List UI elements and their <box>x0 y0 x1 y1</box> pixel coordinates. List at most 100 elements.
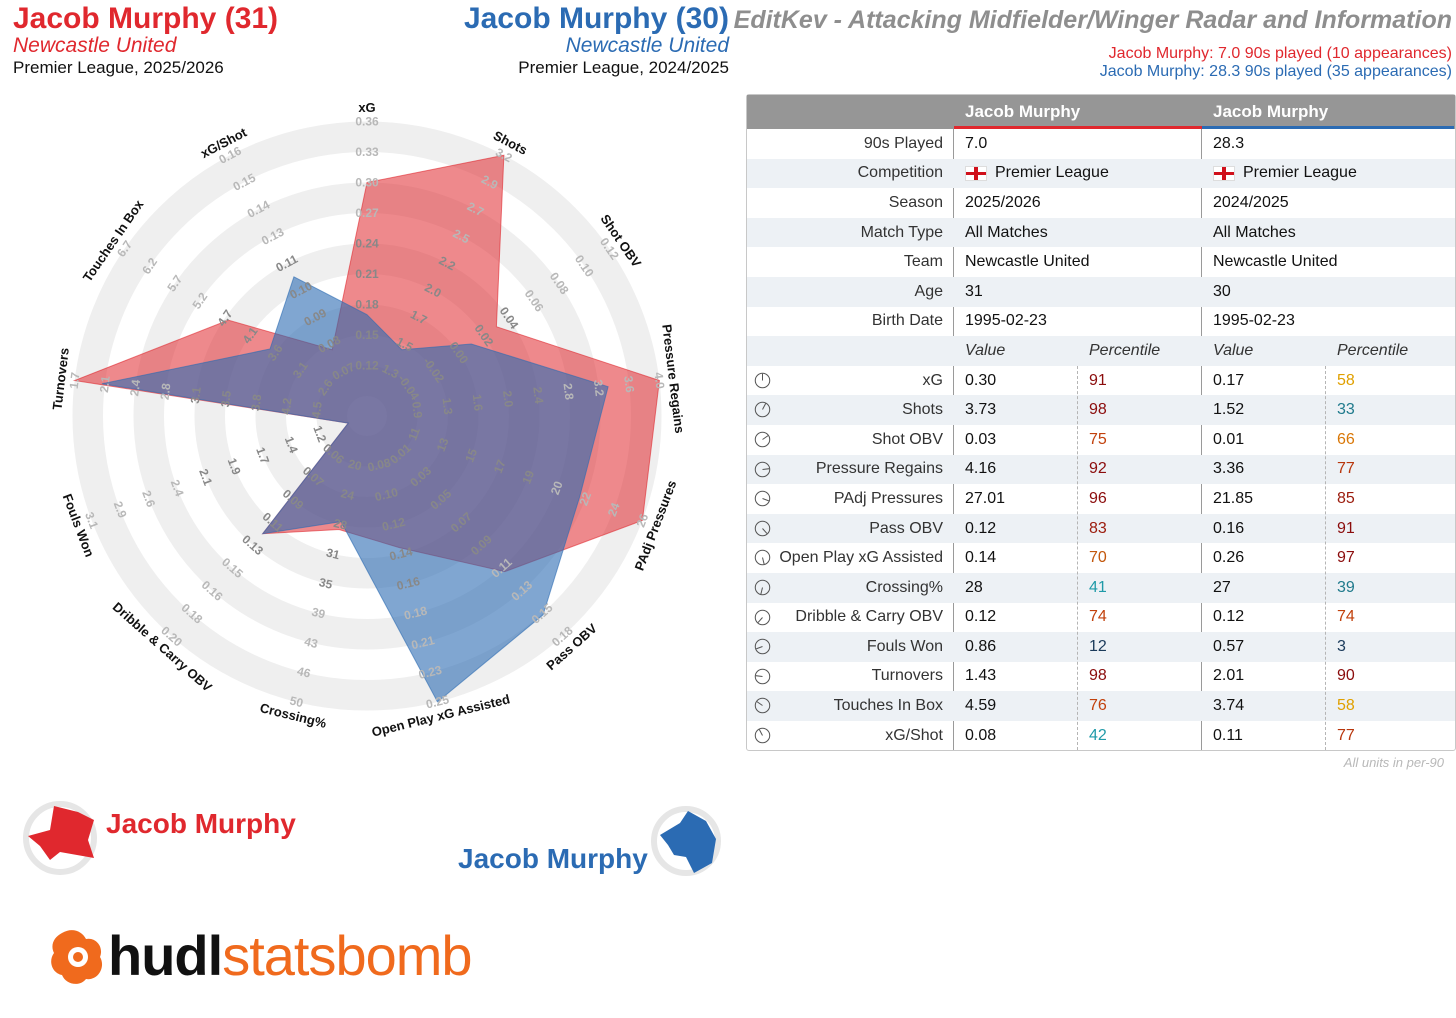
radar-tick-label: 2.4 <box>530 386 546 405</box>
radar-tick-label: 2.8 <box>158 382 174 401</box>
radar-tick-label: 2.9 <box>479 172 501 192</box>
player1-name: Jacob Murphy (31) <box>13 2 279 35</box>
legend-player1-icon <box>23 801 97 875</box>
radar-axis-label: xG <box>358 100 375 115</box>
player2-value: Newcastle United <box>1202 247 1454 277</box>
radar-tick-label: 3.1 <box>82 510 101 531</box>
radar-tick-label: 0.18 <box>403 603 429 622</box>
radar-tick-label: 3.6 <box>621 375 637 394</box>
value-text: Premier League <box>1243 164 1357 182</box>
radar-tick-label: 0.23 <box>417 663 443 682</box>
radar-tick-label: 20 <box>548 479 566 497</box>
player2-percentile: 58 <box>1337 697 1355 715</box>
player1-metric-value: 0.14 <box>965 549 997 567</box>
radar-tick-label: 26 <box>633 511 651 529</box>
player2-metric-value: 0.17 <box>1213 371 1245 389</box>
radar-tick-label: 35 <box>318 575 335 592</box>
metric-row: Shot OBV 0.03 75 0.01 66 <box>747 425 1455 455</box>
radar-tick-label: 1.6 <box>470 393 486 412</box>
radar-tick-label: 15 <box>462 446 480 464</box>
player2-value: 1995-02-23 <box>1202 307 1454 337</box>
metric-row: Fouls Won 0.86 12 0.57 3 <box>747 632 1455 662</box>
radar-tick-label: 4.5 <box>309 400 325 419</box>
player1-percentile: 83 <box>1089 519 1107 537</box>
player2-value: All Matches <box>1202 218 1454 248</box>
player2-metric-value: 2.01 <box>1213 667 1245 685</box>
metric-label: Crossing% <box>865 578 943 596</box>
radar-tick-label: 2.0 <box>422 280 444 300</box>
metric-label: Pressure Regains <box>815 460 943 478</box>
radar-axis-label: Turnovers <box>49 347 71 411</box>
radar-tick-label: 0.30 <box>355 176 379 190</box>
radar-tick-label: 0.21 <box>410 633 436 652</box>
metric-row: Shots 3.73 98 1.52 33 <box>747 395 1455 425</box>
radar-tick-label: 2.2 <box>437 253 459 273</box>
metric-row: Dribble & Carry OBV 0.12 74 0.12 74 <box>747 603 1455 633</box>
radar-tick-label: 0.15 <box>355 328 379 342</box>
radar-tick-label: 43 <box>303 634 320 651</box>
player1-metric-value: 0.30 <box>965 371 997 389</box>
metric-gauge-icon <box>754 461 771 477</box>
player2-percentile: 85 <box>1337 489 1355 507</box>
legend-player1-name: Jacob Murphy <box>106 808 296 839</box>
radar-tick-label: 0.9 <box>409 401 425 420</box>
player1-metric-value: 4.16 <box>965 460 997 478</box>
value-text: 2024/2025 <box>1213 193 1289 211</box>
player1-value: Newcastle United <box>954 247 1202 277</box>
player1-metric-value: 27.01 <box>965 489 1006 507</box>
radar-axis-ticks: 0.9 1.3 1.6 2.0 2.4 2.8 3.2 3.6 4.0 <box>409 371 667 419</box>
chart-title: EditKev - Attacking Midfielder/Winger Ra… <box>733 6 1452 34</box>
radar-axis-ticks: 11 13 15 17 19 20 22 24 26 <box>405 425 651 529</box>
metric-gauge-icon <box>754 431 771 448</box>
radar-tick-label: 1.7 <box>67 371 83 390</box>
metric-row: Open Play xG Assisted 0.14 70 0.26 97 <box>747 543 1455 573</box>
metric-label: Turnovers <box>871 667 943 685</box>
metric-label: Touches In Box <box>833 697 943 715</box>
radar-tick-label: 50 <box>288 694 305 711</box>
metric-label: Shot OBV <box>871 430 943 448</box>
metric-gauge-icon <box>754 372 771 388</box>
player2-metric-value: 0.16 <box>1213 519 1245 537</box>
radar-tick-label: 0.12 <box>381 515 407 534</box>
table-body: 90s Played 7.0 28.3 Competition Premier Leag… <box>747 129 1455 751</box>
player2-percentile: 66 <box>1337 430 1355 448</box>
row-label: Team <box>903 253 943 271</box>
radar-tick-label: 2.4 <box>168 478 187 499</box>
value-text: 28.3 <box>1213 134 1245 152</box>
metric-row: xG/Shot 0.08 42 0.11 77 <box>747 721 1455 751</box>
table-subheader: Value Percentile Value Percentile <box>747 336 1455 366</box>
radar-tick-label: 11 <box>405 425 423 442</box>
metric-row: Pass OBV 0.12 83 0.16 91 <box>747 513 1455 544</box>
value-text: 1995-02-23 <box>1213 312 1295 330</box>
row-label: Birth Date <box>871 312 943 330</box>
radar-axis-ticks: 0.08 0.10 0.12 0.14 0.16 0.18 0.21 0.23 0.25 <box>366 455 451 711</box>
table-header: Jacob Murphy Jacob Murphy <box>747 95 1455 129</box>
radar-tick-label: 0.24 <box>355 237 379 251</box>
value-text: 30 <box>1213 282 1231 300</box>
radar-tick-label: 46 <box>296 664 313 681</box>
subheader-percentile-2: Percentile <box>1337 341 1409 359</box>
table-row: 90s Played 7.0 28.3 <box>747 129 1455 159</box>
player2-name: Jacob Murphy (30) <box>463 2 729 35</box>
player1-percentile: 96 <box>1089 489 1107 507</box>
player1-percentile: 12 <box>1089 637 1107 655</box>
metric-row: Pressure Regains 4.16 92 3.36 77 <box>747 454 1455 485</box>
player1-metric-value: 0.12 <box>965 608 997 626</box>
radar-tick-label: 0.33 <box>355 145 379 159</box>
legend-player2-name: Jacob Murphy <box>458 843 648 874</box>
radar-tick-label: 0.08 <box>366 455 392 474</box>
metric-label: Dribble & Carry OBV <box>795 608 943 626</box>
radar-tick-label: 24 <box>605 501 623 519</box>
stats-table: Jacob Murphy Jacob Murphy 90s Played 7.0 2… <box>746 94 1456 752</box>
radar-tick-label: 1.3 <box>439 397 455 416</box>
metric-row: Touches In Box 4.59 76 3.74 58 <box>747 691 1455 721</box>
player1-percentile: 92 <box>1089 460 1107 478</box>
metric-row: Turnovers 1.43 98 2.01 90 <box>747 662 1455 692</box>
metric-label: Shots <box>902 401 943 419</box>
player2-value: 28.3 <box>1202 129 1454 159</box>
radar-tick-label: 31 <box>325 546 342 563</box>
metric-gauge-icon <box>754 490 771 507</box>
player1-metric-value: 0.08 <box>965 726 997 744</box>
radar-tick-label: 0.25 <box>424 692 450 711</box>
